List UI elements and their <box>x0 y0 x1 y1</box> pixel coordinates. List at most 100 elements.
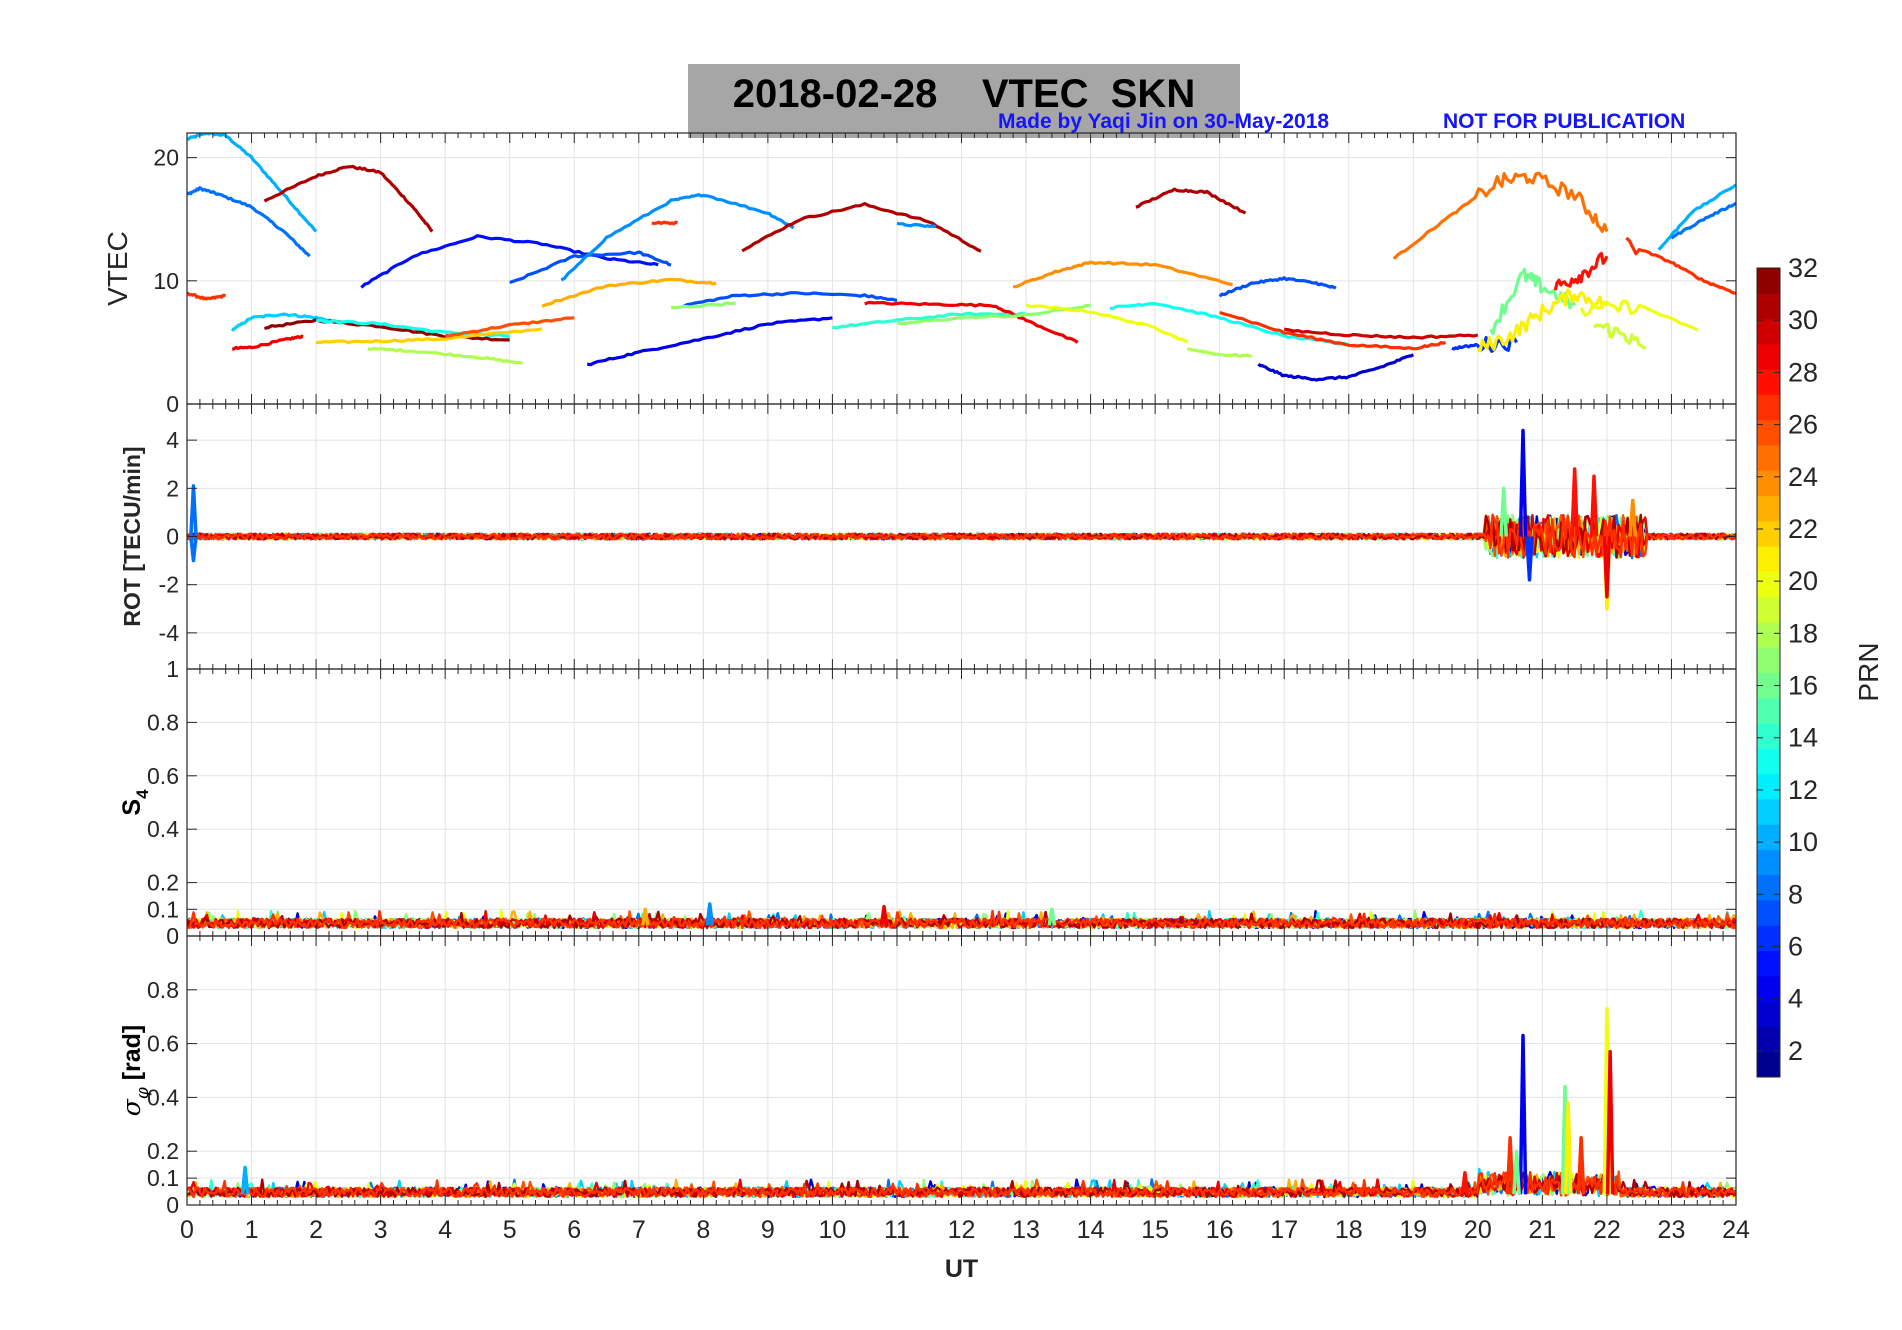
sigma_phi-spike-prn4 <box>1518 1033 1528 1195</box>
xtick-label: 8 <box>696 1216 710 1244</box>
ytick-label: 0 <box>166 391 179 417</box>
rot-spike-prn29 <box>1602 536 1612 599</box>
colorbar-band <box>1757 1001 1780 1027</box>
vtec-series-prn14 <box>832 311 1027 330</box>
ylabel-s4: S4 <box>118 789 152 816</box>
xtick-label: 18 <box>1335 1216 1363 1244</box>
colorbar-tick-label: 4 <box>1788 984 1803 1014</box>
colorbar-band <box>1757 849 1780 876</box>
ytick-label: 0.8 <box>147 977 179 1003</box>
colorbar-band <box>1757 672 1780 699</box>
ylabel-sigma: σ <box>117 1098 146 1116</box>
colorbar-tick-label: 2 <box>1788 1036 1803 1066</box>
xtick-label: 23 <box>1658 1216 1686 1244</box>
xtick-label: 19 <box>1399 1216 1427 1244</box>
ytick-label: 20 <box>153 145 179 171</box>
vtec-series-prn23 <box>541 277 717 308</box>
xtick-label: 22 <box>1593 1216 1621 1244</box>
ytick-label: 0.1 <box>147 896 179 922</box>
ytick-label: 0.4 <box>147 1084 179 1110</box>
ytick-label: 0 <box>166 524 179 550</box>
ylabel-vtec: VTEC <box>102 231 133 306</box>
colorbar-band <box>1757 495 1780 522</box>
s4-spike-prn29 <box>879 904 889 926</box>
colorbar-band <box>1757 900 1780 926</box>
grid-s4 <box>187 669 1736 936</box>
colorbar-band <box>1757 444 1780 471</box>
colorbar-tick-label: 6 <box>1788 932 1803 962</box>
sigma_phi-spike-prn29 <box>1605 1049 1615 1195</box>
colorbar-tick-label: 12 <box>1788 775 1818 805</box>
xtick-label: 9 <box>761 1216 775 1244</box>
xtick-label: 14 <box>1077 1216 1105 1244</box>
ytick-label: -2 <box>159 572 179 598</box>
vtec-series-prn10 <box>187 133 318 233</box>
figure-title: 2018-02-28 VTEC SKN <box>732 72 1196 116</box>
ytick-label: 0.6 <box>147 1031 179 1057</box>
sigma_phi-spike-prn27 <box>1505 1136 1515 1195</box>
vtec-series-prn26 <box>445 316 575 338</box>
xtick-label: 3 <box>374 1216 388 1244</box>
sigma_phi-spike-prn21 <box>1563 1101 1573 1195</box>
ytick-label: 0 <box>166 1192 179 1218</box>
colorbar-tick-label: 32 <box>1788 253 1818 283</box>
vtec-series-prn21 <box>1476 288 1609 353</box>
xtick-label: 4 <box>438 1216 452 1244</box>
vtec-series-prn25 <box>1392 171 1609 260</box>
grid-vtec <box>187 133 1736 404</box>
colorbar-band <box>1757 520 1780 547</box>
vtec-series-prn7 <box>683 291 898 308</box>
vtec-series-prn5 <box>360 234 659 289</box>
vtec-series-prn28 <box>1553 251 1609 291</box>
ytick-label: 2 <box>166 475 179 501</box>
xtick-label: 24 <box>1722 1216 1750 1244</box>
colorbar-band <box>1757 824 1780 850</box>
s4-spike-prn9 <box>705 902 715 926</box>
vtec-series-prn18 <box>367 346 524 365</box>
ylabel-phi: φ <box>133 1087 153 1099</box>
colorbar-tick-label: 18 <box>1788 618 1818 648</box>
not-for-publication-note: NOT FOR PUBLICATION <box>1443 110 1686 133</box>
xticks-s4 <box>186 669 1737 936</box>
panel-sigma_phi: 00.10.2 0.4 0.6 0.8 σφ [rad] <box>117 935 1737 1218</box>
colorbar-band <box>1757 748 1780 775</box>
vtec-series-prn31 <box>741 202 982 253</box>
xtick-label: 12 <box>948 1216 976 1244</box>
grid-sigma_phi <box>187 936 1736 1205</box>
xtick-label: 15 <box>1141 1216 1169 1244</box>
vtec-series-prn27 <box>187 291 226 301</box>
xticks-sigma_phi <box>186 936 1737 1205</box>
ytick-label: 0.2 <box>147 1138 179 1164</box>
vtec-series-prn29 <box>864 300 1079 344</box>
vtec-series-prn30 <box>1283 327 1479 340</box>
colorbar-tick-label: 14 <box>1788 723 1818 753</box>
vtec-series-prn17 <box>670 301 736 310</box>
sigma_phi-spike-prn16 <box>1512 1149 1521 1195</box>
xtick-label: 0 <box>180 1216 194 1244</box>
colorbar-band <box>1757 950 1780 977</box>
rot-spike-prn24 <box>1628 498 1638 537</box>
title-background <box>688 64 1240 138</box>
colorbar-tick-label: 10 <box>1788 827 1818 857</box>
colorbar-band <box>1757 723 1780 749</box>
ylabel-main: S <box>118 799 146 816</box>
vtec-series-prn3 <box>1257 353 1415 382</box>
x-axis: 0 1 2 3 4 5 6 7 8 9 10 11 12 13 14 15 16 17 18 19 20 21 22 23 24… <box>180 1216 1750 1283</box>
sigma_phi-spike-prn27 <box>1576 1136 1586 1195</box>
colorbar-tick-label: 24 <box>1788 462 1818 492</box>
vtec-series-prn24 <box>1013 260 1233 289</box>
ylabel-sigma_phi: σφ [rad] <box>117 1025 153 1116</box>
xtick-label: 5 <box>503 1216 517 1244</box>
ylabel-subscript: 4 <box>133 789 152 799</box>
xtick-label: 1 <box>245 1216 259 1244</box>
vtec-series-prn20 <box>1579 299 1699 332</box>
ytick-label: 0 <box>166 923 179 949</box>
xticks-vtec <box>186 133 1737 404</box>
vtec-series-prn18 <box>1187 347 1252 358</box>
colorbar-tick-label: 26 <box>1788 410 1818 440</box>
ytick-label: 10 <box>153 268 179 294</box>
vtec-series-prn7 <box>1218 276 1337 298</box>
